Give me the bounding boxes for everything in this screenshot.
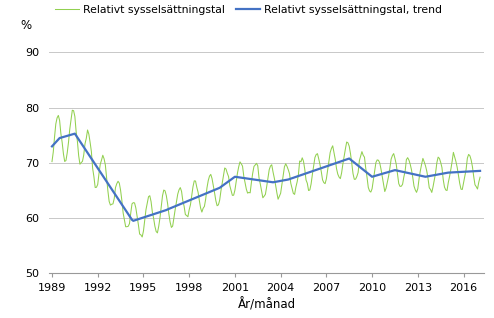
Relativt sysselsättningstal (374, 158, 380, 162)
Relativt sysselsättningstal (49, 160, 55, 163)
Relativt sysselsättningstal, trend (130, 219, 136, 223)
Relativt sysselsättningstal (321, 181, 327, 184)
Legend: Relativt sysselsättningstal, Relativt sysselsättningstal, trend: Relativt sysselsättningstal, Relativt sy… (55, 5, 442, 15)
Relativt sysselsättningstal, trend (72, 132, 78, 135)
Relativt sysselsättningstal (69, 108, 75, 112)
Relativt sysselsättningstal (477, 175, 483, 179)
Line: Relativt sysselsättningstal, trend: Relativt sysselsättningstal, trend (52, 134, 480, 221)
Relativt sysselsättningstal, trend (235, 175, 241, 179)
Relativt sysselsättningstal, trend (374, 173, 380, 177)
Relativt sysselsättningstal, trend (123, 208, 128, 212)
Relativt sysselsättningstal, trend (477, 169, 483, 173)
Relativt sysselsättningstal, trend (182, 200, 188, 204)
Relativt sysselsättningstal (139, 235, 145, 239)
Relativt sysselsättningstal, trend (49, 144, 55, 148)
Relativt sysselsättningstal, trend (321, 165, 327, 169)
Relativt sysselsättningstal (356, 159, 362, 162)
Relativt sysselsättningstal (123, 225, 128, 229)
X-axis label: År/månad: År/månad (238, 298, 296, 312)
Relativt sysselsättningstal, trend (356, 165, 362, 169)
Y-axis label: %: % (20, 19, 31, 32)
Relativt sysselsättningstal (182, 213, 188, 217)
Relativt sysselsättningstal (235, 171, 241, 175)
Line: Relativt sysselsättningstal: Relativt sysselsättningstal (52, 110, 480, 237)
